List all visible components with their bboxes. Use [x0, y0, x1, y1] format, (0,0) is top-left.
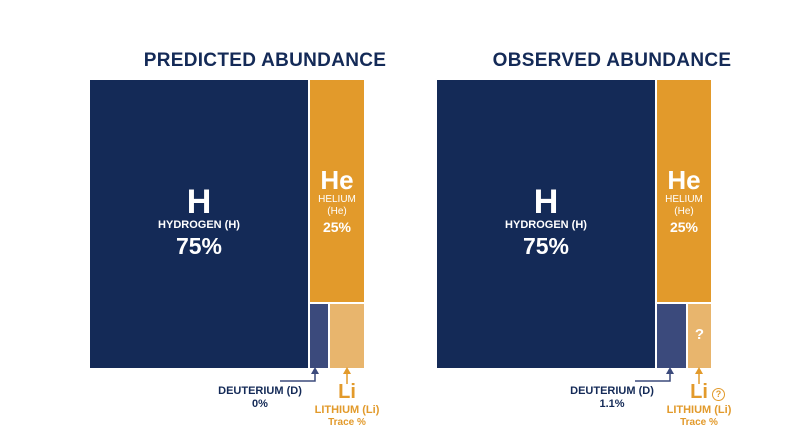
- lithium-symbol: Li: [338, 381, 356, 403]
- lithium-arrow: [343, 367, 351, 384]
- panel-title: OBSERVED ABUNDANCE: [492, 50, 732, 71]
- predicted-panel: PREDICTED ABUNDANCE H HYDROGEN (H) 75% H…: [90, 0, 440, 447]
- helium-name-line2: (He): [327, 206, 347, 217]
- lithium-symbol: Li: [690, 381, 708, 403]
- hydrogen-symbol: H: [533, 183, 559, 221]
- helium-symbol: He: [320, 165, 354, 195]
- deuterium-label: DEUTERIUM (D): [218, 385, 302, 397]
- helium-name-line1: HELIUM: [665, 194, 703, 205]
- helium-symbol: He: [667, 165, 701, 195]
- lithium-block: ?: [688, 304, 711, 368]
- hydrogen-percent: 75%: [175, 233, 223, 259]
- deuterium-block: [310, 304, 328, 368]
- helium-name-line2: (He): [674, 206, 694, 217]
- panel-title: PREDICTED ABUNDANCE: [143, 50, 387, 71]
- lithium-amount: Trace %: [680, 417, 718, 428]
- deuterium-arrow: [635, 367, 674, 382]
- helium-name-line1: HELIUM: [318, 194, 356, 205]
- hydrogen-name: HYDROGEN (H): [505, 219, 587, 231]
- deuterium-value: 0%: [252, 398, 268, 410]
- observed-panel: OBSERVED ABUNDANCE H HYDROGEN (H) 75% He…: [437, 0, 787, 447]
- lithium-box-text: ?: [694, 326, 705, 343]
- deuterium-value: 1.1%: [599, 398, 625, 410]
- helium-block: He HELIUM (He) 25%: [657, 80, 711, 302]
- question-circle-icon: ?: [712, 388, 725, 401]
- lithium-amount: Trace %: [328, 417, 366, 428]
- lithium-name: LITHIUM (Li): [314, 404, 380, 416]
- helium-block: He HELIUM (He) 25%: [310, 80, 364, 302]
- lithium-name: LITHIUM (Li): [666, 404, 732, 416]
- hydrogen-symbol: H: [186, 183, 212, 221]
- hydrogen-block: H HYDROGEN (H) 75%: [90, 80, 308, 368]
- helium-percent: 25%: [669, 219, 699, 235]
- helium-percent: 25%: [322, 219, 352, 235]
- hydrogen-block: H HYDROGEN (H) 75%: [437, 80, 655, 368]
- hydrogen-name: HYDROGEN (H): [158, 219, 240, 231]
- deuterium-arrow: [280, 367, 319, 382]
- deuterium-label: DEUTERIUM (D): [570, 385, 654, 397]
- deuterium-block: [657, 304, 686, 368]
- lithium-block: [330, 304, 364, 368]
- lithium-arrow: [695, 367, 703, 384]
- hydrogen-percent: 75%: [522, 233, 570, 259]
